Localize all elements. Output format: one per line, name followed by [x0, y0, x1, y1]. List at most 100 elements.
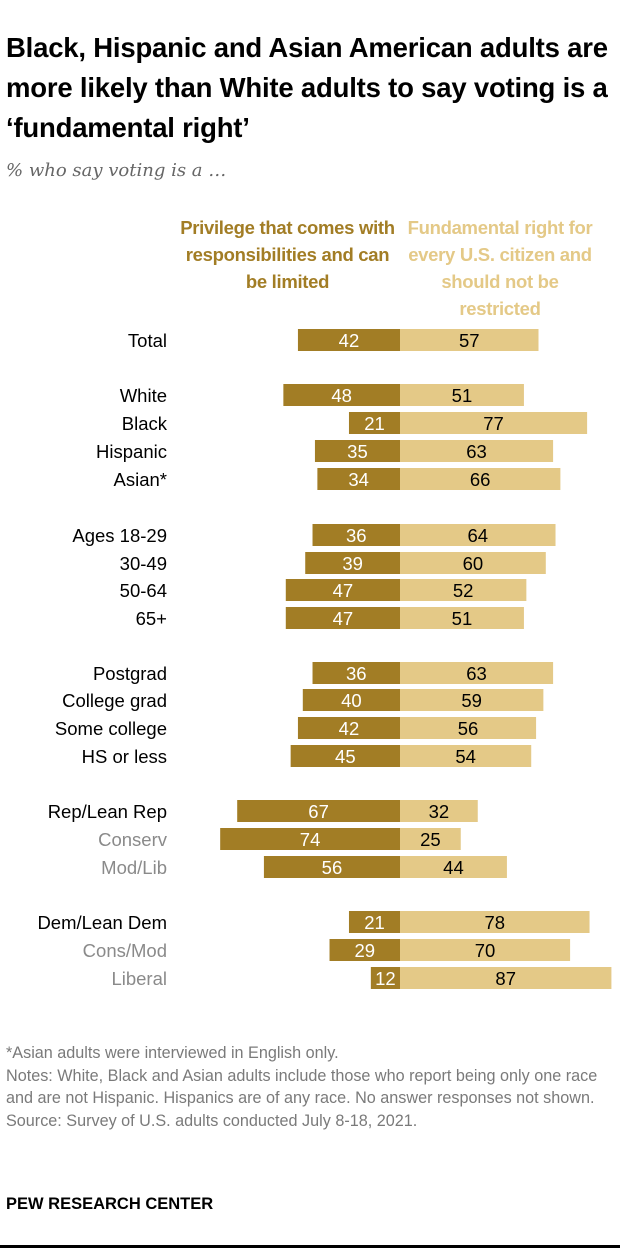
bar-privilege [283, 384, 400, 406]
data-label-privilege: 39 [342, 553, 363, 574]
bar-privilege [348, 412, 400, 434]
bar-fundamental-right [400, 856, 507, 878]
bar-fundamental-right [400, 524, 556, 546]
data-label-privilege: 35 [347, 441, 368, 462]
bar-fundamental-right [400, 911, 590, 933]
data-label-privilege: 74 [300, 829, 321, 850]
bar-privilege [312, 524, 400, 546]
bar-fundamental-right [400, 440, 554, 462]
legend-fundamental-right: Fundamental right for every U.S. citizen… [407, 217, 593, 319]
bar-fundamental-right [400, 828, 461, 850]
bar-fundamental-right [400, 717, 537, 739]
data-label-fundamental-right: 77 [483, 413, 504, 434]
data-label-fundamental-right: 66 [470, 469, 491, 490]
bar-fundamental-right [400, 745, 532, 767]
data-label-fundamental-right: 64 [467, 525, 488, 546]
category-label: Black [122, 413, 168, 434]
bar-privilege [297, 329, 400, 351]
category-label: College grad [62, 690, 167, 711]
category-label: Some college [55, 718, 167, 739]
category-label: Conserv [98, 829, 168, 850]
diverging-bar-chart: Total 42 57 White 48 51 Black 21 77 Hispanic 35 63 A… [37, 329, 612, 989]
bottom-rule [0, 1245, 620, 1248]
data-label-fundamental-right: 57 [459, 330, 480, 351]
notes-text: Notes: White, Black and Asian adults inc… [6, 1066, 598, 1108]
bar-privilege [237, 800, 400, 822]
data-label-privilege: 42 [339, 718, 360, 739]
bar-privilege [329, 939, 400, 961]
data-label-privilege: 36 [346, 663, 367, 684]
bar-fundamental-right [400, 552, 546, 574]
bar-privilege [312, 662, 400, 684]
data-label-fundamental-right: 78 [484, 912, 505, 933]
bar-fundamental-right [400, 689, 544, 711]
data-label-privilege: 34 [348, 469, 369, 490]
category-label: Rep/Lean Rep [48, 801, 167, 822]
data-label-fundamental-right: 70 [475, 940, 496, 961]
bar-privilege [290, 745, 400, 767]
bar-privilege [297, 717, 400, 739]
data-label-fundamental-right: 51 [452, 385, 473, 406]
category-label: Dem/Lean Dem [37, 912, 167, 933]
data-label-privilege: 67 [308, 801, 329, 822]
pew-logo-text: PEW RESEARCH CENTER [6, 1195, 214, 1213]
chart-title: Black, Hispanic and Asian American adult… [6, 32, 608, 143]
chart-subtitle: % who say voting is a … [6, 160, 227, 181]
data-label-privilege: 47 [333, 608, 354, 629]
category-label: Hispanic [96, 441, 167, 462]
category-label: Liberal [111, 968, 167, 989]
data-label-fundamental-right: 63 [466, 663, 487, 684]
category-label: HS or less [82, 746, 167, 767]
data-label-fundamental-right: 32 [429, 801, 450, 822]
category-label: White [120, 385, 167, 406]
category-label: Ages 18-29 [72, 525, 167, 546]
bar-fundamental-right [400, 967, 612, 989]
bar-privilege [302, 689, 400, 711]
bar-privilege [348, 911, 400, 933]
bar-privilege [305, 552, 400, 574]
category-label: 65+ [136, 608, 167, 629]
bar-fundamental-right [400, 329, 539, 351]
bar-fundamental-right [400, 384, 524, 406]
footnote: *Asian adults were interviewed in Englis… [6, 1044, 339, 1062]
data-label-fundamental-right: 63 [466, 441, 487, 462]
bar-privilege [317, 468, 400, 490]
data-label-privilege: 29 [354, 940, 375, 961]
bar-privilege [314, 440, 400, 462]
data-label-fundamental-right: 87 [495, 968, 516, 989]
bar-fundamental-right [400, 412, 588, 434]
source: Source: Survey of U.S. adults conducted … [6, 1111, 418, 1130]
category-label: 30-49 [120, 553, 167, 574]
data-label-privilege: 56 [322, 857, 343, 878]
bar-privilege [285, 579, 400, 601]
category-label: Cons/Mod [83, 940, 167, 961]
category-label: Total [128, 330, 167, 351]
bar-privilege [220, 828, 400, 850]
data-label-privilege: 21 [364, 413, 385, 434]
data-label-fundamental-right: 56 [458, 718, 479, 739]
bar-fundamental-right [400, 662, 554, 684]
data-label-fundamental-right: 60 [463, 553, 484, 574]
data-label-privilege: 36 [346, 525, 367, 546]
category-label: Asian* [114, 469, 167, 490]
bar-fundamental-right [400, 939, 571, 961]
category-label: 50-64 [120, 580, 167, 601]
data-label-fundamental-right: 52 [453, 580, 474, 601]
data-label-privilege: 40 [341, 690, 362, 711]
data-label-fundamental-right: 59 [461, 690, 482, 711]
bar-fundamental-right [400, 468, 561, 490]
bar-fundamental-right [400, 800, 478, 822]
bar-fundamental-right [400, 607, 524, 629]
bar-fundamental-right [400, 579, 527, 601]
data-label-privilege: 48 [331, 385, 352, 406]
bar-privilege [370, 967, 400, 989]
legend-privilege: Privilege that comes with responsibiliti… [180, 217, 395, 292]
bar-privilege [263, 856, 400, 878]
category-label: Mod/Lib [101, 857, 167, 878]
data-label-fundamental-right: 25 [420, 829, 441, 850]
data-label-privilege: 47 [333, 580, 354, 601]
data-label-fundamental-right: 51 [452, 608, 473, 629]
category-label: Postgrad [93, 663, 167, 684]
data-label-privilege: 42 [339, 330, 360, 351]
